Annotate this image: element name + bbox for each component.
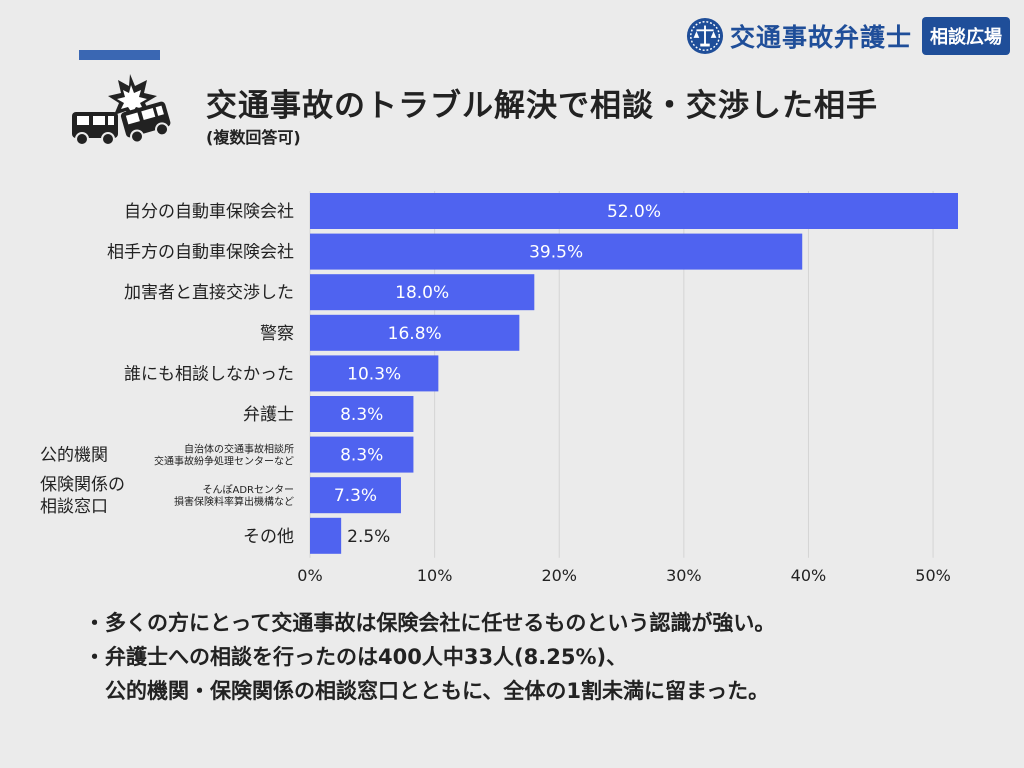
category-note: 損害保険料率算出機構など [174,495,294,508]
bar-chart: 0% 10% 20% 30% 40% 50% 52.0% 自分の自動車保険会社 39.5% 相手方… [40,191,958,585]
category-label: 公的機関 [40,446,108,466]
summary-notes: ・多くの方にとって交通事故は保険会社に任せるものという認識が強い。 ・弁護士への相… [84,606,775,708]
bar [310,233,803,270]
x-tick-label: 50% [915,566,951,585]
x-tick-label: 40% [791,566,827,585]
category-label: 弁護士 [243,405,294,425]
category-label: 保険関係の [40,475,125,495]
bar [310,396,414,432]
data-label: 7.3% [334,486,377,506]
bar [310,355,439,392]
category-label: 加害者と直接交渉した [124,283,294,303]
data-label: 52.0% [607,202,661,222]
category-label: 相手方の自動車保険会社 [107,243,294,263]
category-note: 自治体の交通事故相談所 [184,443,294,456]
data-label: 8.3% [340,405,383,425]
brand-name: 交通事故弁護士 [729,23,912,52]
brand-badge: 相談広場 [922,17,1010,55]
data-label: 16.8% [388,324,442,344]
x-tick-label: 20% [541,566,577,585]
x-tick-label: 0% [297,566,322,585]
car-crash-icon [72,74,171,146]
bar [310,314,520,351]
bar [310,436,414,473]
data-label: 18.0% [395,283,449,303]
accent-bar [79,50,160,60]
category-label: 警察 [260,324,294,344]
bar [310,193,958,229]
category-label: 誰にも相談しなかった [124,364,294,384]
category-label: 自分の自動車保険会社 [124,202,294,222]
summary-note: ・多くの方にとって交通事故は保険会社に任せるものという認識が強い。 [84,611,776,635]
bar [310,517,342,554]
brand-header[interactable]: 交通事故弁護士 相談広場 [686,14,1010,58]
summary-note: ・弁護士への相談を行ったのは400人中33人(8.25%)、 [84,645,628,669]
category-note: 交通事故紛争処理センターなど [154,455,294,468]
data-label: 39.5% [529,243,583,263]
x-tick-label: 30% [666,566,702,585]
data-label: 2.5% [347,527,390,547]
category-label: その他 [243,527,294,547]
chart-subtitle: (複数回答可) [206,128,301,147]
scales-of-justice-icon [686,17,724,55]
bar [310,477,401,514]
category-label: 相談窓口 [40,497,108,517]
bar [310,274,535,311]
summary-note: 公的機関・保険関係の相談窓口とともに、全体の1割未満に留まった。 [105,679,770,703]
chart-title: 交通事故のトラブル解決で相談・交渉した相手 [206,88,878,124]
data-label: 10.3% [347,364,401,384]
category-note: そんぽADRセンター [203,484,295,496]
data-label: 8.3% [340,446,383,466]
x-tick-label: 10% [417,566,453,585]
